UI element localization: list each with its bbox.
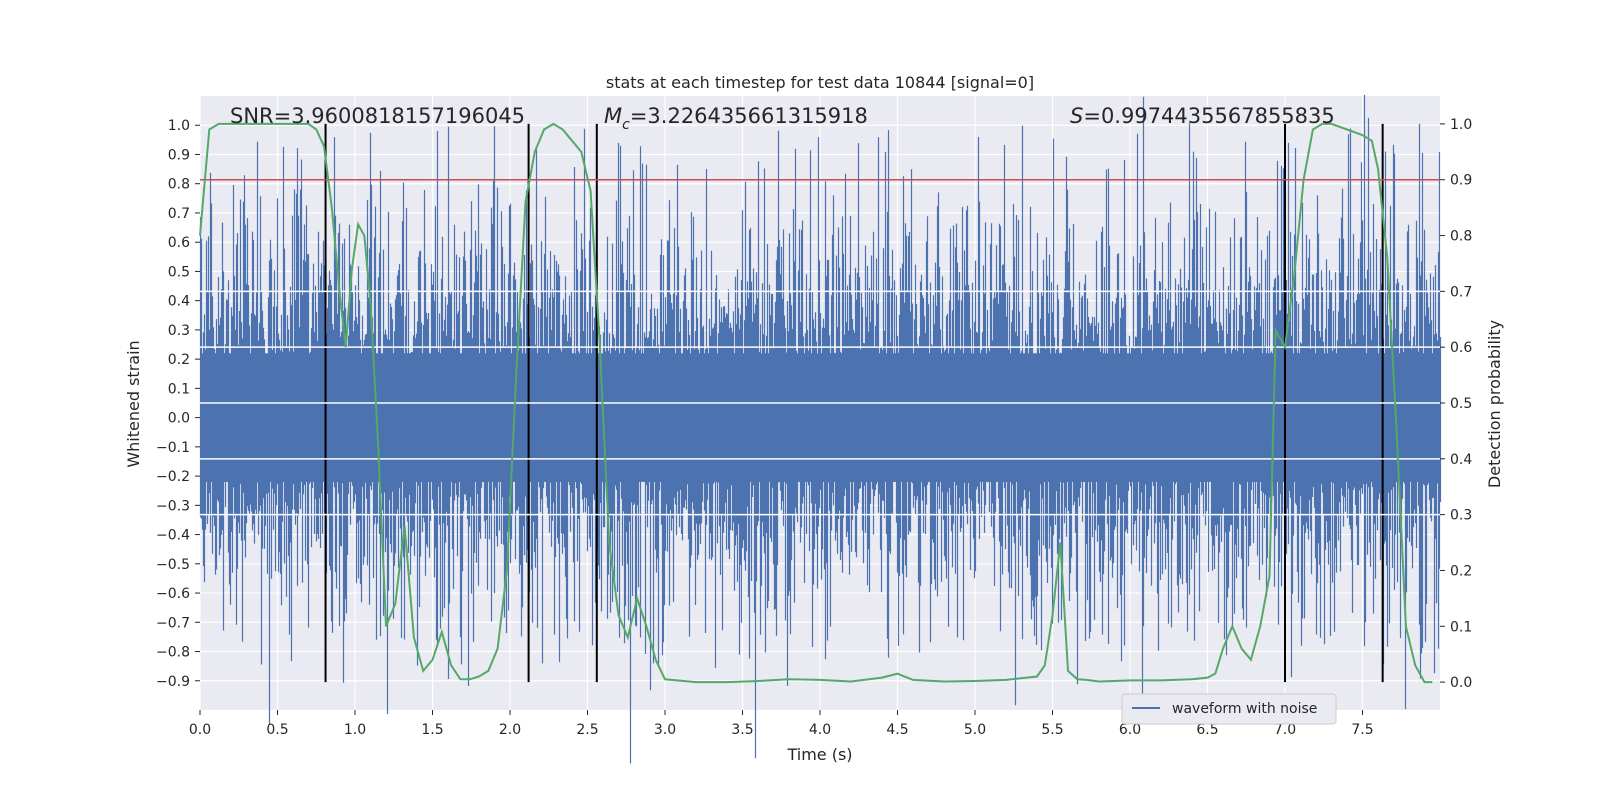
y-right-tick-label: 0.0 (1450, 675, 1472, 691)
x-tick-label: 7.5 (1351, 722, 1373, 738)
snr-annotation: SNR=3.9600818157196045 (230, 104, 525, 128)
y-left-tick-label: −0.5 (156, 557, 190, 573)
y-right-tick-label: 0.7 (1450, 284, 1472, 300)
y-right-tick-label: 0.1 (1450, 619, 1472, 635)
x-tick-label: 5.5 (1041, 722, 1063, 738)
y-left-tick-label: 0.6 (168, 235, 190, 251)
y-left-axis-ticks: 1.0 0.9 0.8 0.7 0.6 0.5 0.4 0.3 0.2 0.1 0.0 −0.1 −0.… (156, 118, 200, 690)
y-left-tick-label: −0.8 (156, 645, 190, 661)
y-left-tick-label: 1.0 (168, 118, 190, 134)
y-right-tick-label: 1.0 (1450, 117, 1472, 133)
y-right-tick-label: 0.5 (1450, 396, 1472, 412)
right-axis-gridlines (200, 290, 1440, 516)
y-left-tick-label: 0.1 (168, 381, 190, 397)
y-left-tick-label: −0.6 (156, 586, 190, 602)
y-right-tick-label: 0.4 (1450, 452, 1472, 468)
y-right-tick-label: 0.6 (1450, 340, 1472, 356)
legend: waveform with noise (1121, 693, 1337, 725)
y-left-tick-label: −0.2 (156, 469, 190, 485)
y-right-tick-label: 0.9 (1450, 173, 1472, 189)
y-left-tick-label: −0.9 (156, 674, 190, 690)
x-tick-label: 4.5 (886, 722, 908, 738)
chirp-mass-symbol: M (604, 104, 622, 128)
y-right-axis-label: Detection probability (1485, 320, 1504, 488)
y-right-tick-label: 0.8 (1450, 229, 1472, 245)
x-axis-label: Time (s) (786, 745, 852, 764)
waveform-series (199, 95, 1442, 764)
x-tick-label: 0.5 (266, 722, 288, 738)
waveform-core (200, 353, 1440, 482)
y-left-tick-label: 0.8 (168, 177, 190, 193)
x-tick-label: 5.0 (964, 722, 986, 738)
y-left-tick-label: −0.1 (156, 440, 190, 456)
y-left-tick-label: 0.4 (168, 294, 190, 310)
s-symbol: S (1070, 104, 1083, 128)
y-left-tick-label: 0.2 (168, 352, 190, 368)
s-annotation: S=0.9974435567855835 (1070, 104, 1335, 128)
x-tick-label: 0.0 (189, 722, 211, 738)
y-left-tick-label: 0.7 (168, 206, 190, 222)
x-tick-label: 1.0 (344, 722, 366, 738)
y-right-tick-label: 0.2 (1450, 563, 1472, 579)
y-left-tick-label: 0.0 (168, 411, 190, 427)
x-tick-label: 3.5 (731, 722, 753, 738)
x-tick-label: 2.0 (499, 722, 521, 738)
x-tick-label: 1.5 (421, 722, 443, 738)
s-value: =0.9974435567855835 (1083, 104, 1334, 128)
y-right-tick-label: 0.3 (1450, 508, 1472, 524)
chirp-mass-value: =3.226435661315918 (630, 104, 868, 128)
x-tick-label: 3.0 (654, 722, 676, 738)
x-tick-label: 6.5 (1196, 722, 1218, 738)
chart-title: stats at each timestep for test data 108… (606, 73, 1034, 92)
y-left-tick-label: 0.3 (168, 323, 190, 339)
x-tick-label: 4.0 (809, 722, 831, 738)
detection-probability-line (199, 122, 1433, 684)
legend-label: waveform with noise (1172, 701, 1317, 717)
y-left-tick-label: −0.3 (156, 498, 190, 514)
x-tick-label: 7.0 (1274, 722, 1296, 738)
x-tick-label: 6.0 (1119, 722, 1141, 738)
y-left-axis-label: Whitened strain (124, 340, 143, 467)
chirp-mass-annotation: Mc=3.226435661315918 (604, 104, 868, 133)
legend-box (1121, 693, 1337, 725)
x-tick-label: 2.5 (576, 722, 598, 738)
y-left-tick-label: −0.7 (156, 615, 190, 631)
x-axis-ticks: 0.0 0.5 1.0 1.5 2.0 2.5 3.0 3.5 4.0 4.5 5.0 5.5 6.0 6… (189, 710, 1374, 738)
y-left-tick-label: −0.4 (156, 528, 190, 544)
chirp-mass-subscript: c (622, 117, 630, 133)
y-left-tick-label: 0.5 (168, 264, 190, 280)
y-right-axis-ticks: 1.0 0.9 0.8 0.7 0.6 0.5 0.4 0.3 0.2 0.1 0.0 (1440, 117, 1472, 691)
y-left-tick-label: 0.9 (168, 147, 190, 163)
